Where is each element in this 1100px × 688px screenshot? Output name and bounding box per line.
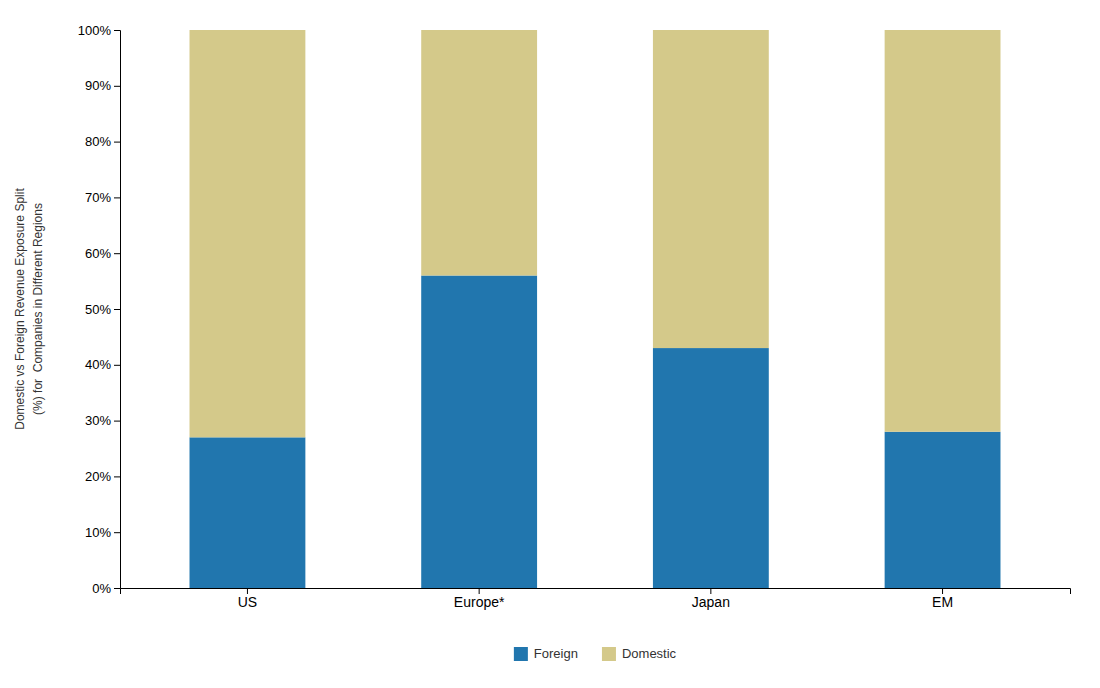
bar [885,30,1001,432]
tick: 60% [85,246,120,261]
tick: 90% [85,78,120,93]
tick-label: Europe* [454,594,505,610]
tick-label: 20% [85,469,111,484]
tick-label: 80% [85,134,111,149]
axis-domain [114,31,121,589]
chart: 0% 10% 20% 30% 40% 50% 60% 70% 80% 90% 100% US Europ… [0,0,1100,688]
legend: Foreign Domestic [514,646,677,661]
legend-label: Foreign [534,646,578,661]
tick: 0% [92,581,120,596]
tick-mark [114,421,120,422]
bar [653,30,769,348]
series [190,30,1001,437]
tick-label: Japan [692,594,730,610]
y-axis-title-line: (%) for Companies in Different Regions [31,203,45,415]
bar [190,437,306,588]
tick: Europe* [454,588,505,610]
tick: 40% [85,357,120,372]
legend-swatch [514,647,528,661]
tick: 10% [85,525,120,540]
tick-mark [114,476,120,477]
bar [653,348,769,588]
tick: 20% [85,469,120,484]
tick-label: 100% [78,23,112,38]
tick-label: 90% [85,78,111,93]
tick-mark [114,365,120,366]
tick: EM [932,588,953,610]
tick-mark [114,142,120,143]
tick-label: 50% [85,302,111,317]
tick-label: 0% [92,581,111,596]
tick-label: 60% [85,246,111,261]
tick: US [238,588,257,610]
tick: 100% [78,23,120,38]
tick: Japan [692,588,730,610]
tick-label: 70% [85,190,111,205]
tick-mark [114,532,120,533]
plot: 0% 10% 20% 30% 40% 50% 60% 70% 80% 90% 100% US Europ… [78,23,1071,610]
series [190,276,1001,588]
bar [885,432,1001,588]
tick-label: 40% [85,357,111,372]
legend-swatch [602,647,616,661]
legend-label: Domestic [622,646,677,661]
legend-item: Foreign [514,646,578,661]
axis-domain [121,589,1071,595]
y-axis-title-line: Domestic vs Foreign Revenue Exposure Spl… [13,188,27,430]
tick-label: 30% [85,413,111,428]
tick: 70% [85,190,120,205]
tick-mark [114,253,120,254]
x-axis: US Europe* Japan EM [121,588,1071,610]
tick-label: EM [932,594,953,610]
y-axis: 0% 10% 20% 30% 40% 50% 60% 70% 80% 90% 100% [78,23,121,596]
tick-label: 10% [85,525,111,540]
bar [421,276,537,588]
bar [190,30,306,437]
tick-mark [114,309,120,310]
tick-mark [114,86,120,87]
tick: 50% [85,302,120,317]
tick-mark [114,197,120,198]
y-axis-title: Domestic vs Foreign Revenue Exposure Spl… [13,188,45,430]
tick-mark [114,588,120,589]
tick: 30% [85,413,120,428]
bar [421,30,537,276]
tick: 80% [85,134,120,149]
tick-label: US [238,594,257,610]
bars [190,30,1001,588]
tick-mark [114,30,120,31]
legend-item: Domestic [602,646,677,661]
